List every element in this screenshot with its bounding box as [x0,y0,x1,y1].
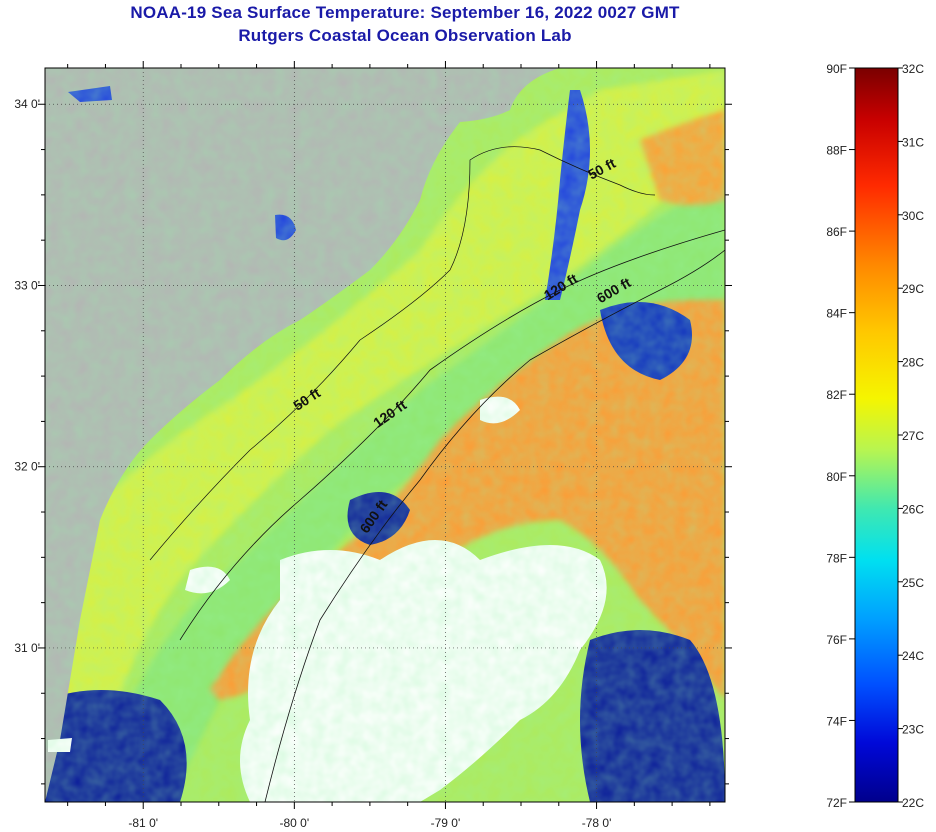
lon-tick-label: -81 0' [128,816,158,830]
colorbar-f-label: 82F [826,388,847,402]
colorbar-f-label: 86F [826,225,847,239]
isobath-50ft [149,146,656,561]
lat-tick-label: 33 0' [14,278,40,292]
lon-tick-label: -78 0' [582,816,612,830]
colorbar-f-label: 74F [826,714,847,728]
colorbar-c-label: 26C [902,502,924,516]
sst-texture [45,68,725,802]
colorbar-f-label: 72F [826,796,847,810]
colorbar-f-label: 80F [826,470,847,484]
lat-tick-label: 34 0' [14,97,40,111]
lon-tick-label: -79 0' [431,816,461,830]
map-title: NOAA-19 Sea Surface Temperature: Septemb… [130,3,680,22]
lat-tick-label: 31 0' [14,641,40,655]
isobath-120ft [179,229,725,641]
colorbar-labels: 90F 88F 86F 84F 82F 80F 78F 76F 74F 72F 32C 31C 30C 2… [826,62,924,810]
colorbar-f-label: 76F [826,633,847,647]
colorbar-f-label: 90F [826,62,847,76]
colorbar-f-label: 84F [826,307,847,321]
colorbar-c-label: 27C [902,429,924,443]
colorbar-c-label: 30C [902,209,924,223]
isobath-600ft [264,249,725,802]
lon-tick-label: -80 0' [280,816,310,830]
colorbar-f-label: 88F [826,144,847,158]
colorbar-c-label: 28C [902,356,924,370]
lat-tick-label: 32 0' [14,460,40,474]
colorbar-scale [854,67,899,803]
colorbar-c-label: 25C [902,576,924,590]
colorbar-c-label: 29C [902,282,924,296]
colorbar-c-label: 24C [902,649,924,663]
colorbar-c-label: 23C [902,723,924,737]
axis-ticks: 34 0' 33 0' 32 0' 31 0' -81 0' -80 0' -79 0' -7… [14,61,732,830]
colorbar-c-label: 31C [902,135,924,149]
colorbar-c-label: 22C [902,796,924,810]
colorbar-c-label: 32C [902,62,924,76]
map-subtitle: Rutgers Coastal Ocean Observation Lab [238,26,572,45]
graticule [45,68,725,802]
colorbar-f-label: 78F [826,551,847,565]
map-frame [44,67,726,803]
